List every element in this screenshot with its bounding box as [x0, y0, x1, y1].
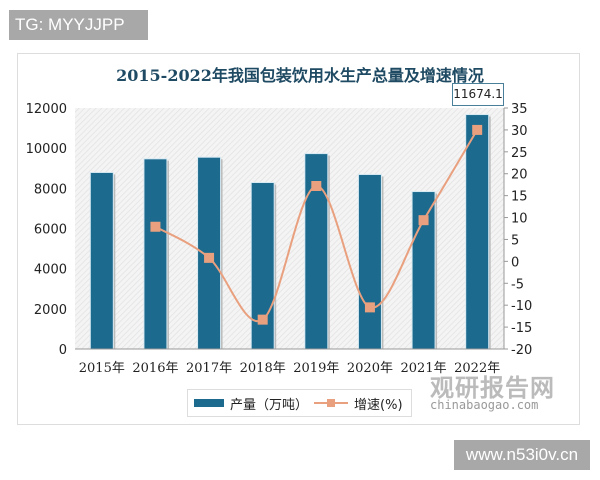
growth-marker	[472, 124, 483, 135]
tag-label: TG: MYYJJPP	[9, 10, 148, 40]
left-tick-label: 10000	[26, 142, 67, 157]
legend: 产量（万吨） 增速(%)	[187, 389, 412, 417]
right-tick-label: -15	[511, 321, 532, 336]
right-tick-label: 25	[511, 146, 528, 161]
growth-marker	[204, 252, 215, 263]
right-tick-label: 20	[511, 168, 528, 183]
left-tick-label: 6000	[34, 223, 67, 238]
left-tick-label: 12000	[26, 102, 67, 117]
url-watermark: www.n53i0v.cn	[454, 440, 590, 470]
plot-area	[75, 108, 504, 349]
bar	[357, 173, 382, 350]
growth-marker	[311, 180, 322, 191]
left-tick-label: 0	[59, 343, 67, 358]
right-tick-label: 15	[511, 190, 528, 205]
left-tick-label: 8000	[34, 182, 67, 197]
x-tick-label: 2021年	[401, 361, 447, 376]
brand-watermark-url: chinabaogao.com	[430, 398, 539, 412]
right-tick-label: 10	[511, 212, 528, 227]
left-tick-label: 2000	[34, 303, 67, 318]
left-tick-label: 4000	[34, 263, 67, 278]
right-tick-label: 30	[511, 124, 528, 139]
x-tick-label: 2022年	[454, 361, 500, 376]
chart-title: 2015-2022年我国包装饮用水生产总量及增速情况	[116, 66, 484, 85]
legend-line-label: 增速(%)	[354, 397, 403, 413]
growth-marker	[418, 215, 429, 226]
x-tick-label: 2015年	[79, 361, 125, 376]
right-tick-label: -10	[511, 299, 532, 314]
brand-watermark: 观研报告网	[430, 374, 555, 402]
legend-line-swatch	[314, 397, 349, 409]
growth-marker	[150, 221, 161, 232]
growth-marker	[364, 302, 375, 313]
legend-bar-label: 产量（万吨）	[230, 397, 309, 413]
bar	[143, 158, 168, 350]
bar	[465, 114, 490, 350]
legend-bar-swatch	[194, 399, 224, 407]
right-tick-label: 35	[511, 102, 528, 117]
data-label-2022: 11674.1	[452, 83, 504, 106]
x-tick-label: 2018年	[240, 361, 286, 376]
x-tick-label: 2020年	[347, 361, 393, 376]
x-tick-label: 2016年	[132, 361, 178, 376]
right-tick-label: 0	[511, 255, 519, 270]
bar	[411, 191, 436, 350]
right-tick-label: -5	[511, 277, 524, 292]
growth-marker	[257, 314, 268, 325]
bar	[89, 171, 114, 350]
right-tick-label: 5	[511, 233, 519, 248]
x-tick-label: 2019年	[293, 361, 339, 376]
x-tick-label: 2017年	[186, 361, 232, 376]
right-tick-label: -20	[511, 343, 532, 358]
